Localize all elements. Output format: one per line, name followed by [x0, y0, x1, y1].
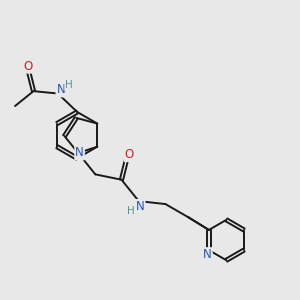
Text: N: N	[75, 146, 84, 160]
Text: O: O	[124, 148, 134, 161]
Text: N: N	[136, 200, 145, 213]
Text: H: H	[127, 206, 135, 216]
Text: N: N	[56, 83, 65, 97]
Text: O: O	[23, 60, 33, 73]
Text: N: N	[203, 248, 212, 261]
Text: H: H	[65, 80, 73, 90]
